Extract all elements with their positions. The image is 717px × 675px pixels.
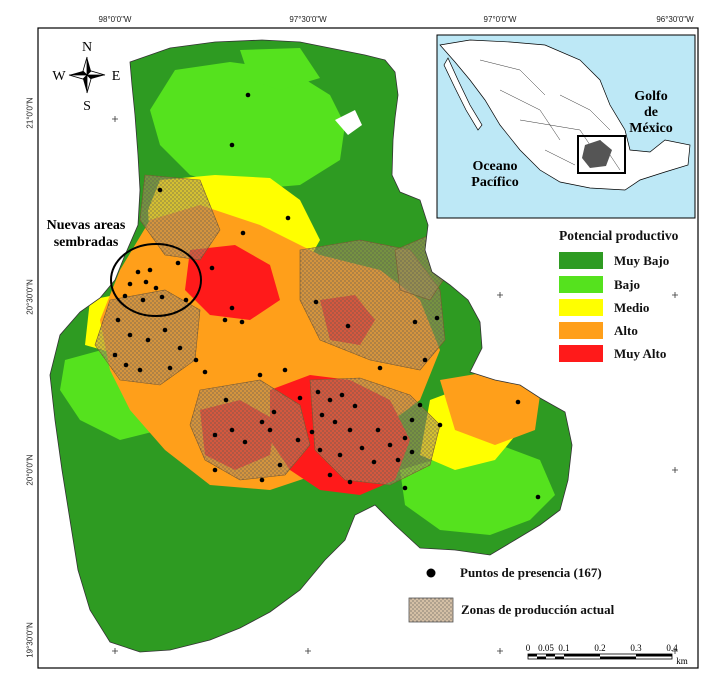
compass-s-label: S xyxy=(83,99,91,114)
gulf-label-line3: México xyxy=(629,121,673,136)
scale-label-0: 0 xyxy=(526,643,531,653)
legend-swatch-bajo xyxy=(559,276,603,293)
presence-points xyxy=(112,92,541,500)
legend-presence-label: Puntos de presencia (167) xyxy=(460,565,602,580)
gulf-label-line1: Golfo xyxy=(634,89,667,104)
legend-label-muy-alto: Muy Alto xyxy=(614,346,667,361)
compass-rose xyxy=(68,56,106,94)
inset-map xyxy=(436,34,696,219)
legend-swatch-medio xyxy=(559,299,603,316)
scale-label-01: 0.1 xyxy=(558,643,569,653)
legend-label-alto: Alto xyxy=(614,323,638,338)
compass-w-label: W xyxy=(52,69,66,84)
legend-label-muy-bajo: Muy Bajo xyxy=(614,253,670,268)
scale-label-03: 0.3 xyxy=(630,643,642,653)
new-areas-label-line2: sembradas xyxy=(54,235,119,250)
compass-e-label: E xyxy=(112,69,121,84)
presence-symbol xyxy=(426,568,436,578)
scale-unit: km xyxy=(676,656,688,666)
zones-symbol xyxy=(408,597,454,623)
lon-tick-97w: 97°0'0"W xyxy=(483,15,517,24)
lon-tick-97-30w: 97°30'0"W xyxy=(289,15,327,24)
scale-label-04: 0.4 xyxy=(666,643,678,653)
study-region xyxy=(50,40,572,652)
new-areas-circle xyxy=(110,243,202,317)
legend-title: Potencial productivo xyxy=(559,228,679,243)
compass-n-label: N xyxy=(82,40,92,55)
lon-tick-96-30w: 96°30'0"W xyxy=(656,15,694,24)
legend-zones-label: Zonas de producción actual xyxy=(461,602,615,617)
scale-label-02: 0.2 xyxy=(594,643,605,653)
legend-label-bajo: Bajo xyxy=(614,277,640,292)
gulf-label-line2: de xyxy=(644,105,658,120)
scale-bar xyxy=(527,653,673,660)
scale-label-005: 0.05 xyxy=(538,643,554,653)
legend-label-medio: Medio xyxy=(614,300,650,315)
legend-swatch-muy-alto xyxy=(559,345,603,362)
legend-swatch-alto xyxy=(559,322,603,339)
lon-tick-98w: 98°0'0"W xyxy=(98,15,132,24)
new-areas-label-line1: Nuevas areas xyxy=(47,218,126,233)
pacific-label-line2: Pacífico xyxy=(471,175,518,190)
pacific-label-line1: Oceano xyxy=(472,159,517,174)
region-outline xyxy=(49,39,573,653)
legend-swatch-muy-bajo xyxy=(559,252,603,269)
